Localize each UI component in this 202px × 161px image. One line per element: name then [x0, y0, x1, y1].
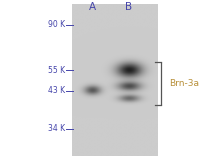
Text: 55 K: 55 K: [48, 66, 65, 75]
Text: A: A: [88, 2, 96, 12]
Text: 43 K: 43 K: [48, 86, 65, 95]
Text: Brn-3a: Brn-3a: [169, 79, 199, 88]
Text: 90 K: 90 K: [48, 20, 65, 29]
Text: B: B: [125, 2, 132, 12]
Text: 34 K: 34 K: [48, 124, 65, 133]
